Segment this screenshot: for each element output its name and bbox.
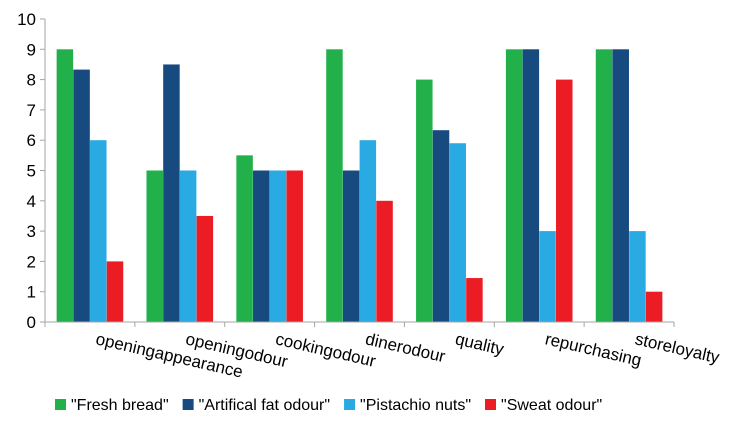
legend-swatch-0 [55,399,66,410]
y-tick-label: 10 [17,10,36,29]
bar-cookingodour-series-2 [269,170,287,322]
bar-storeloyalty-series-2 [629,231,646,322]
bar-cookingodour-series-3 [286,170,303,322]
legend-swatch-3 [485,399,497,410]
y-tick-label: 1 [27,283,36,302]
bar-storeloyalty-series-1 [612,49,629,323]
bar-cookingodour-series-0 [236,155,253,322]
x-category-label: dinerodour [364,329,448,366]
bar-repurchasing-series-1 [522,49,540,323]
y-tick-label: 3 [27,222,36,241]
legend-label-1: "Artifical fat odour" [199,397,330,414]
bar-openingodour-series-1 [163,64,180,322]
legend-swatch-1 [182,399,194,410]
axes-layer [40,18,675,327]
legend-label-3: "Sweat odour" [501,397,602,414]
bar-dinerodour-series-2 [359,140,377,322]
y-tick-label: 7 [27,101,36,120]
bar-openingappearance-series-1 [73,69,90,322]
y-tick-label: 8 [27,71,36,90]
bar-openingodour-series-0 [146,170,163,322]
bar-repurchasing-series-0 [505,49,523,323]
bar-openingappearance-series-3 [106,261,124,322]
x-category-label: repurchasing [543,329,643,370]
bar-quality-series-0 [416,79,433,322]
bar-repurchasing-series-3 [556,79,573,322]
bar-quality-series-2 [449,143,466,322]
legend-label-2: "Pistachio nuts" [360,397,471,414]
bar-openingodour-series-3 [196,215,214,322]
bar-dinerodour-series-1 [342,170,360,322]
legend-swatch-2 [344,399,356,410]
x-category-label: storeloyalty [633,329,722,367]
bar-cookingodour-series-1 [253,170,270,322]
y-tick-label: 2 [27,252,36,271]
bar-storeloyalty-series-3 [645,291,663,322]
y-tick-label: 6 [27,131,36,150]
y-tick-label: 0 [27,313,36,332]
y-tick-label: 4 [27,192,36,211]
bar-dinerodour-series-3 [376,200,393,322]
bar-openingodour-series-2 [179,170,197,322]
y-tick-label: 5 [27,162,36,181]
bar-repurchasing-series-2 [539,231,556,322]
legend: "Fresh bread" "Artifical fat odour" "Pista… [55,397,602,414]
bar-openingappearance-series-2 [90,140,107,322]
bar-dinerodour-series-0 [326,49,343,323]
bars-layer [56,49,663,323]
bar-quality-series-1 [432,130,450,322]
bar-openingappearance-series-0 [56,49,74,323]
bar-quality-series-3 [466,278,483,322]
legend-label-0: "Fresh bread" [71,397,169,414]
x-category-label: quality [453,329,506,359]
y-tick-label: 9 [27,40,36,59]
x-category-label: cookingodour [274,329,378,371]
bar-storeloyalty-series-0 [595,49,613,323]
